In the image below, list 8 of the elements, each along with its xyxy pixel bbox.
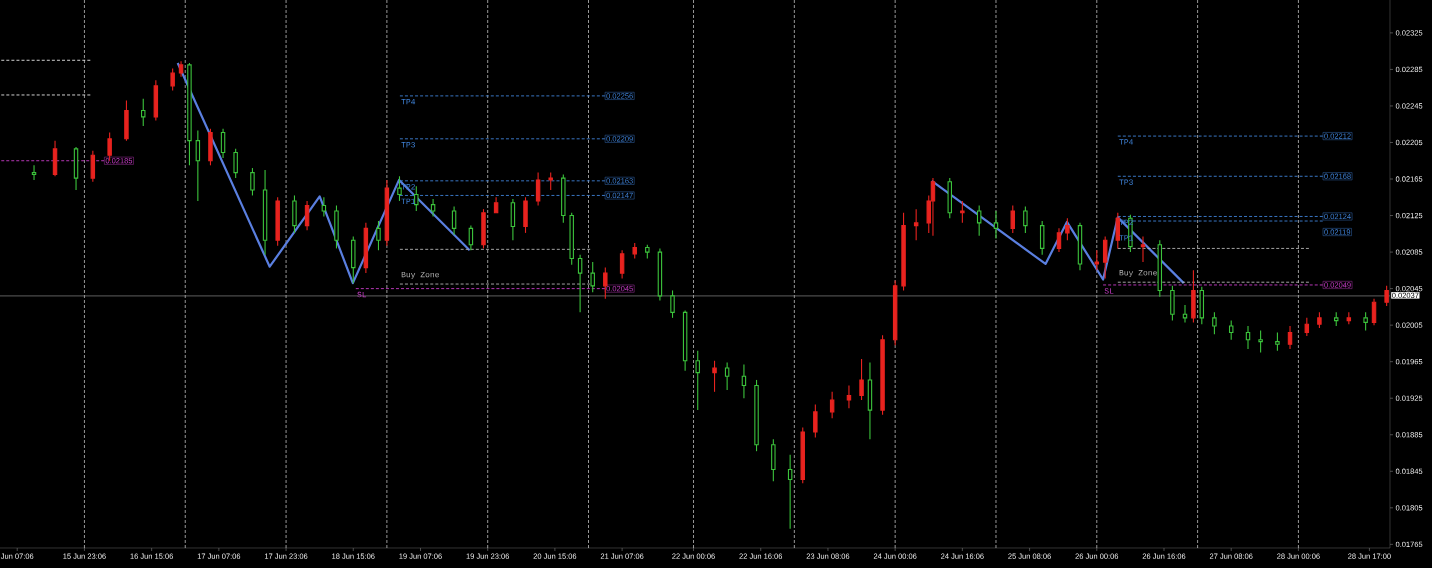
series-label: TP3	[401, 142, 415, 148]
annotation: Buy Zone	[401, 271, 439, 279]
annotation: Buy Zone	[1119, 270, 1157, 278]
series-label: SL	[357, 291, 367, 298]
series-label: TP4	[401, 99, 416, 105]
series-label: TP4	[1119, 139, 1133, 145]
series-label: TP3	[1119, 179, 1133, 185]
series-label: SL	[1104, 288, 1114, 294]
